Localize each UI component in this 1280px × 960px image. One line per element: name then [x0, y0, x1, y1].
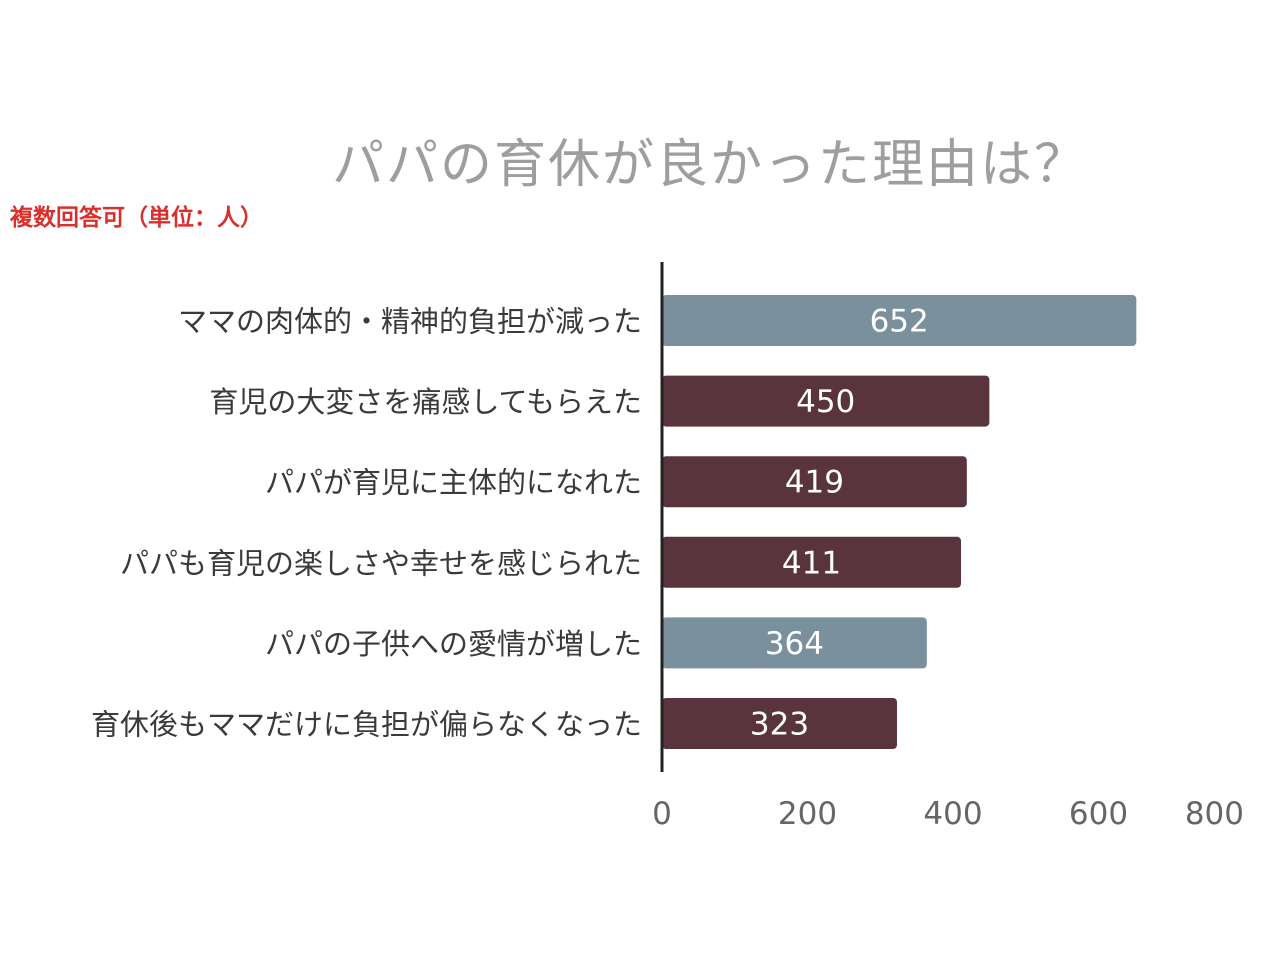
- bar-1: [662, 295, 1137, 346]
- bar-2: [662, 375, 990, 427]
- bar-value-label-5: 364: [765, 626, 824, 662]
- bar-value-label-1: 652: [870, 304, 929, 340]
- labels-layer: 652 ママの肉体的・精神的負担が減った 450 育児の大変さを痛感してもらえた 419…: [91, 304, 1244, 833]
- x-tick-label-800: 800: [1185, 796, 1244, 832]
- bar-3: [662, 456, 967, 508]
- chart-title: パパの育休が良かった理由は？: [331, 135, 1088, 195]
- bar-value-label-3: 419: [785, 465, 844, 501]
- x-tick-label-600: 600: [1069, 796, 1128, 832]
- bar-value-label-4: 411: [782, 545, 841, 581]
- x-tick-label-400: 400: [923, 796, 982, 832]
- category-label-5: パパの子供への愛情が増した: [265, 627, 642, 661]
- x-tick-label-0: 0: [652, 796, 672, 832]
- category-label-1: ママの肉体的・精神的負担が減った: [178, 305, 642, 339]
- bar-4: [662, 536, 962, 588]
- category-label-2: 育児の大変さを痛感してもらえた: [209, 385, 642, 419]
- category-label-6: 育休後もママだけに負担が偏らなくなった: [91, 708, 642, 742]
- bar-value-label-6: 323: [750, 707, 809, 743]
- category-label-4: パパも育児の楽しさや幸せを感じられた: [120, 546, 642, 580]
- bar-value-label-2: 450: [796, 384, 855, 420]
- bars-layer: [662, 295, 1137, 749]
- bar-5: [662, 617, 927, 669]
- category-label-3: パパが育児に主体的になれた: [265, 466, 642, 500]
- bar-6: [662, 698, 897, 749]
- chart-note: 複数回答可（単位：人）: [10, 205, 263, 231]
- x-tick-label-200: 200: [778, 796, 837, 832]
